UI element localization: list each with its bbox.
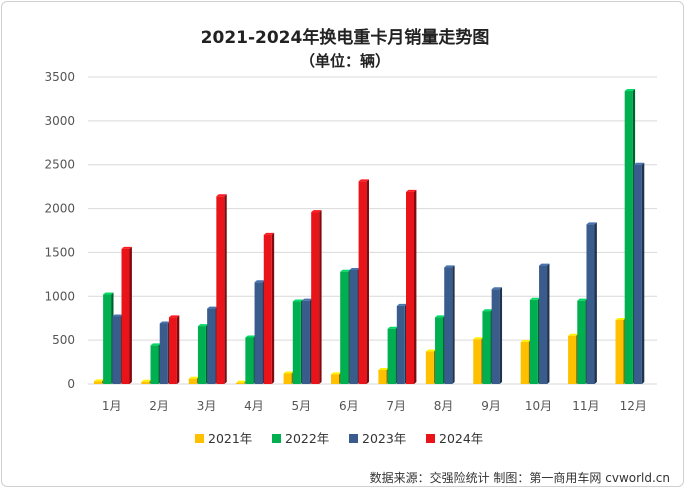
bar-2023年-4月 bbox=[254, 280, 265, 384]
bar-2023年-10月 bbox=[539, 263, 550, 384]
x-tick-label: 10月 bbox=[525, 399, 552, 413]
y-tick-label: 2000 bbox=[44, 202, 75, 216]
x-tick-label: 1月 bbox=[102, 399, 122, 413]
bar-2022年-5月 bbox=[292, 299, 304, 384]
bar-2022年-12月 bbox=[624, 89, 636, 384]
bar-2023年-7月 bbox=[396, 303, 408, 384]
legend-item-2024年: 2024年 bbox=[426, 431, 483, 446]
legend-item-2022年: 2022年 bbox=[272, 431, 329, 446]
source-note: 数据来源：交强险统计 制图：第一商用车网 cvworld.cn bbox=[370, 470, 670, 485]
bar-2022年-9月 bbox=[482, 309, 493, 384]
x-tick-label: 5月 bbox=[292, 399, 312, 413]
y-tick-label: 3500 bbox=[44, 70, 75, 84]
bar-2021年-1月 bbox=[93, 379, 105, 384]
bar-2024年-6月 bbox=[358, 179, 369, 384]
bar-2024年-3月 bbox=[216, 194, 227, 384]
y-tick-label: 1500 bbox=[44, 245, 75, 259]
bar-2024年-5月 bbox=[311, 210, 322, 384]
bar-2022年-3月 bbox=[197, 324, 209, 384]
x-tick-label: 4月 bbox=[244, 399, 264, 413]
y-tick-label: 0 bbox=[67, 377, 75, 391]
bar-2021年-9月 bbox=[473, 337, 484, 384]
bar-2021年-6月 bbox=[330, 372, 342, 384]
bar-2024年-2月 bbox=[168, 315, 180, 384]
bar-2023年-11月 bbox=[586, 222, 597, 384]
bar-2021年-7月 bbox=[378, 367, 389, 384]
bar-2024年-4月 bbox=[263, 232, 275, 384]
bar-2021年-2月 bbox=[141, 379, 152, 384]
x-tick-label: 9月 bbox=[481, 399, 501, 413]
legend-item-2021年: 2021年 bbox=[195, 431, 252, 446]
x-tick-label: 11月 bbox=[572, 399, 599, 413]
svg-text:2022年: 2022年 bbox=[285, 431, 329, 446]
bar-2023年-12月 bbox=[633, 162, 645, 384]
bar-2022年-6月 bbox=[340, 269, 351, 384]
y-tick-label: 2500 bbox=[44, 158, 75, 172]
bar-2023年-2月 bbox=[159, 321, 171, 384]
x-axis-ticks: 1月 2月 3月 4月 5月 6月 7月 8月 9月 10月 11月 12月 bbox=[102, 399, 647, 413]
bar-2021年-12月 bbox=[615, 317, 626, 384]
x-tick-label: 2月 bbox=[149, 399, 169, 413]
chart-subtitle: （单位：辆） bbox=[300, 52, 390, 70]
bar-2022年-1月 bbox=[103, 292, 114, 384]
bar-2023年-3月 bbox=[207, 306, 218, 384]
bar-2023年-1月 bbox=[112, 314, 123, 384]
bar-2021年-8月 bbox=[425, 349, 437, 384]
x-tick-label: 6月 bbox=[339, 399, 359, 413]
y-tick-label: 1000 bbox=[44, 289, 75, 303]
svg-text:2023年: 2023年 bbox=[362, 431, 406, 446]
bar-2023年-6月 bbox=[349, 267, 360, 384]
bar-2024年-1月 bbox=[121, 246, 132, 384]
gridlines bbox=[88, 76, 657, 385]
x-tick-label: 8月 bbox=[434, 399, 454, 413]
bar-2022年-8月 bbox=[435, 315, 446, 384]
x-tick-label: 7月 bbox=[386, 399, 406, 413]
bar-2022年-11月 bbox=[577, 298, 588, 384]
bar-2024年-7月 bbox=[406, 189, 417, 384]
legend-item-2023年: 2023年 bbox=[349, 431, 406, 446]
svg-text:2024年: 2024年 bbox=[439, 431, 483, 446]
bar-2022年-4月 bbox=[245, 335, 256, 384]
svg-text:2021年: 2021年 bbox=[208, 431, 252, 446]
bar-2023年-5月 bbox=[301, 298, 313, 384]
bar-2022年-10月 bbox=[529, 297, 541, 384]
bar-2021年-5月 bbox=[283, 371, 294, 384]
bar-2022年-2月 bbox=[150, 343, 161, 384]
chart-title: 2021-2024年换电重卡月销量走势图 bbox=[201, 27, 490, 48]
bar-2021年-3月 bbox=[188, 376, 200, 384]
x-tick-label: 12月 bbox=[620, 399, 647, 413]
bar-2022年-7月 bbox=[387, 326, 399, 384]
y-tick-label: 500 bbox=[52, 333, 75, 347]
y-axis-ticks: 0 500 1000 1500 2000 2500 3000 3500 bbox=[44, 70, 75, 391]
y-tick-label: 3000 bbox=[44, 114, 75, 128]
x-tick-label: 3月 bbox=[197, 399, 217, 413]
bar-2023年-9月 bbox=[491, 287, 503, 384]
bars bbox=[93, 89, 645, 384]
bar-2023年-8月 bbox=[444, 265, 455, 384]
bar-2021年-11月 bbox=[568, 333, 579, 384]
bar-2021年-10月 bbox=[520, 339, 532, 384]
legend: 2021年 2022年 2023年 2024年 bbox=[195, 431, 483, 446]
